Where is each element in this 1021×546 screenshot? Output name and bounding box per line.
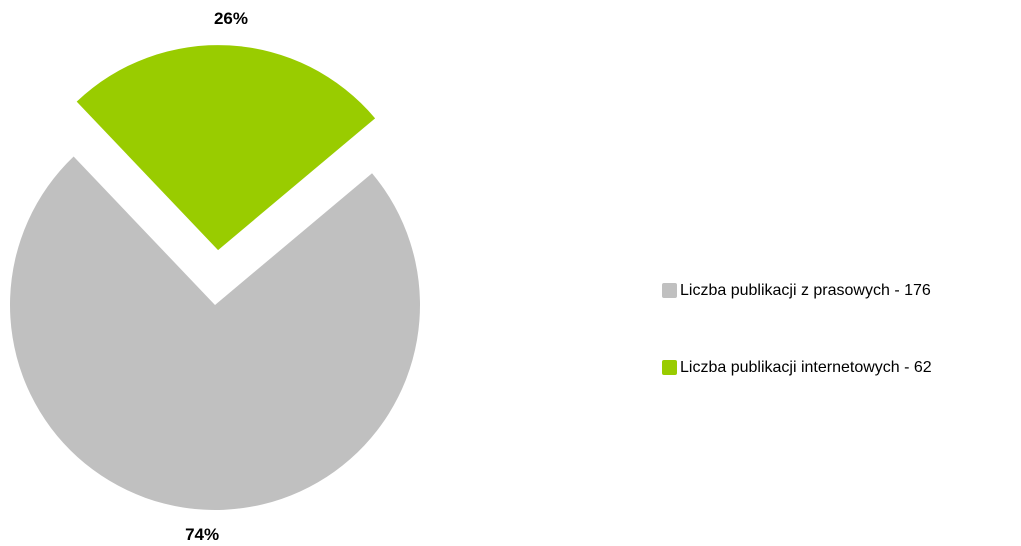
pie-slice (76, 45, 376, 251)
legend-swatch (662, 283, 677, 298)
pie-slice (9, 156, 421, 511)
legend-label: Liczba publikacji z prasowych - 176 (680, 282, 931, 299)
data-label: 74% (185, 525, 219, 544)
legend-label: Liczba publikacji internetowych - 62 (680, 359, 932, 376)
legend-swatch (662, 360, 677, 375)
data-label: 26% (214, 9, 248, 28)
